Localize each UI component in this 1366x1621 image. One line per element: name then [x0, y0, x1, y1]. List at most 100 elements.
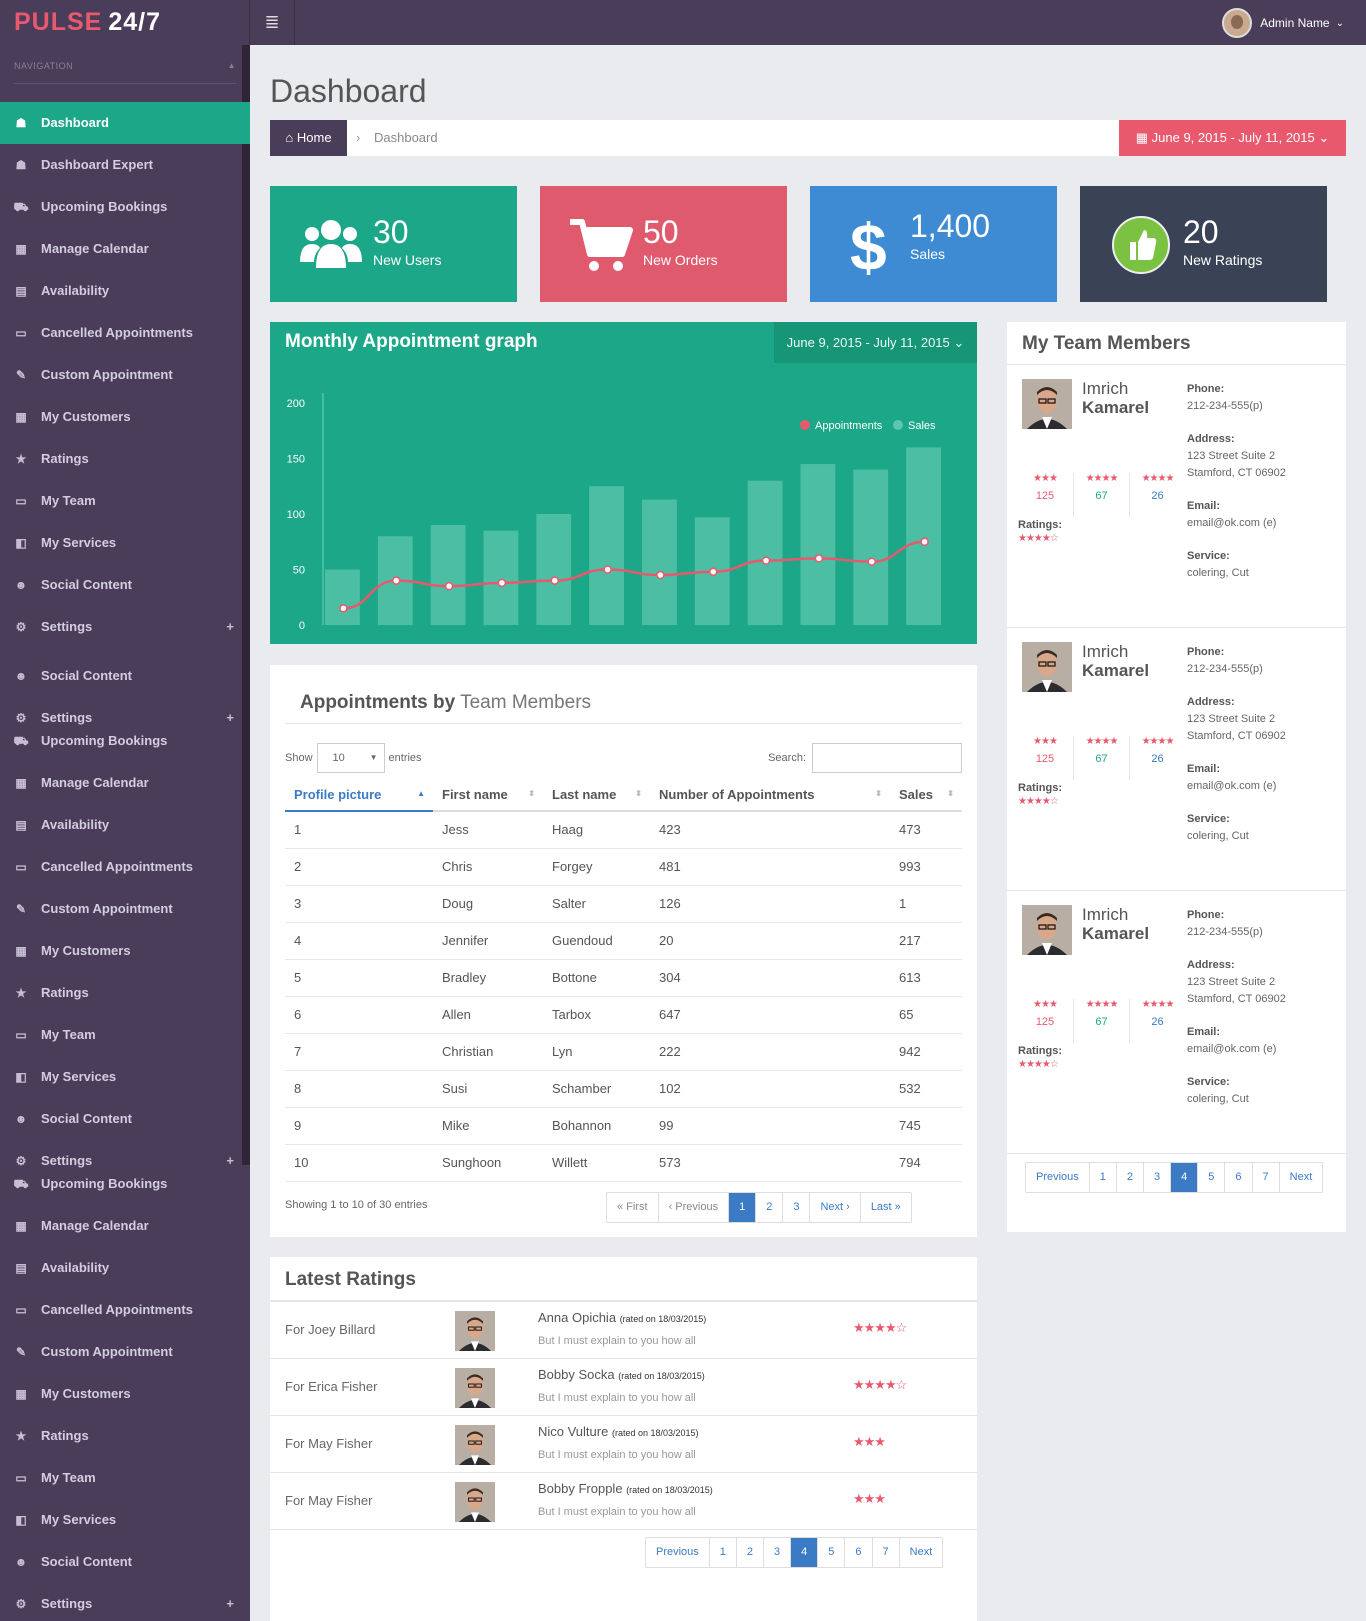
column-header-sales[interactable]: Sales ⬍ [890, 779, 962, 812]
point-appointments-sep[interactable] [761, 556, 771, 565]
sidebar-item-custom-appointment[interactable]: ✎ Custom Appointment [0, 354, 250, 396]
sidebar-item-ratings[interactable]: ★ Ratings [0, 438, 250, 480]
breadcrumb-home[interactable]: ⌂ Home [270, 120, 347, 156]
sidebar-item-upcoming-bookings[interactable]: ⛟ Upcoming Bookings [0, 720, 250, 762]
table-row[interactable]: 6 Allen Tarbox 647 65 [285, 996, 962, 1034]
page-link[interactable]: 6 [1224, 1163, 1251, 1192]
stat-card-new-ratings[interactable]: 20 New Ratings [1080, 186, 1327, 302]
plus-icon[interactable]: + [226, 1596, 234, 1611]
sidebar-item-settings[interactable]: ⚙ Settings + [0, 1140, 250, 1168]
chevron-up-icon[interactable]: ▲ [227, 61, 236, 70]
point-appointments-dec[interactable] [920, 537, 929, 546]
scrollbar[interactable] [242, 45, 250, 1165]
page-link[interactable]: ‹ Previous [657, 1193, 729, 1222]
sidebar-item-manage-calendar[interactable]: ▦ Manage Calendar [0, 762, 250, 804]
sidebar-item-cancelled-appointments[interactable]: ▭ Cancelled Appointments [0, 1289, 250, 1331]
page-link[interactable]: 3 [1143, 1163, 1170, 1192]
user-menu[interactable]: Admin Name ⌄ [1222, 8, 1344, 38]
sidebar-item-manage-calendar[interactable]: ▦ Manage Calendar [0, 1205, 250, 1247]
table-row[interactable]: 4 Jennifer Guendoud 20 217 [285, 922, 962, 960]
sidebar-item-my-customers[interactable]: ▦ My Customers [0, 396, 250, 438]
sidebar-item-dashboard[interactable]: ☗ Dashboard [0, 102, 250, 144]
table-row[interactable]: 1 Jess Haag 423 473 [285, 811, 962, 849]
sidebar-item-upcoming-bookings[interactable]: ⛟ Upcoming Bookings [0, 1163, 250, 1205]
search-input[interactable] [812, 743, 962, 773]
table-row[interactable]: 2 Chris Forgey 481 993 [285, 848, 962, 886]
sidebar-item-my-services[interactable]: ◧ My Services [0, 1056, 250, 1098]
page-link[interactable]: Previous [656, 1546, 699, 1558]
stat-card-sales[interactable]: $1,400 Sales [810, 186, 1057, 302]
member-name[interactable]: Imrich Kamarel [1082, 642, 1150, 680]
chart-date-dropdown[interactable]: June 9, 2015 - July 11, 2015 ⌄ [774, 322, 977, 363]
sidebar-item-custom-appointment[interactable]: ✎ Custom Appointment [0, 888, 250, 930]
sidebar-item-my-team[interactable]: ▭ My Team [0, 1457, 250, 1499]
point-appointments-may[interactable] [550, 576, 559, 585]
page-link[interactable]: 1 [728, 1193, 756, 1222]
sidebar-item-my-services[interactable]: ◧ My Services [0, 1499, 250, 1541]
list-item[interactable]: For May Fisher Nico Vulture (rated on 18/… [270, 1416, 977, 1473]
sidebar-item-manage-calendar[interactable]: ▦ Manage Calendar [0, 228, 250, 270]
page-link[interactable]: Next › [809, 1193, 859, 1222]
column-header-last-name[interactable]: Last name ⬍ [543, 779, 650, 812]
sidebar-item-my-customers[interactable]: ▦ My Customers [0, 930, 250, 972]
column-header-first-name[interactable]: First name ⬍ [433, 779, 543, 812]
table-row[interactable]: 3 Doug Salter 126 1 [285, 885, 962, 923]
sidebar-item-dashboard-expert[interactable]: ☗ Dashboard Expert [0, 144, 250, 186]
member-name[interactable]: Imrich Kamarel [1082, 379, 1150, 417]
page-link[interactable]: 7 [1251, 1163, 1279, 1192]
page-link[interactable]: 2 [755, 1193, 782, 1222]
page-link[interactable]: 5 [817, 1538, 844, 1567]
page-link[interactable]: « First [617, 1201, 648, 1213]
page-link[interactable]: Next [898, 1538, 943, 1567]
menu-toggle-icon[interactable]: ≣ [249, 0, 295, 45]
column-header-number-of-appointments[interactable]: Number of Appointments ⬍ [650, 779, 890, 812]
plus-icon[interactable]: + [226, 710, 234, 725]
page-link[interactable]: 5 [1197, 1163, 1224, 1192]
member-name[interactable]: Imrich Kamarel [1082, 905, 1150, 943]
point-appointments-mar[interactable] [444, 581, 454, 591]
sidebar-item-social-content[interactable]: ☻ Social Content [0, 1098, 250, 1140]
date-range-picker[interactable]: ▦ June 9, 2015 - July 11, 2015 ⌄ [1119, 120, 1346, 156]
page-link[interactable]: Previous [1036, 1171, 1079, 1183]
logo[interactable]: PULSE 24/7 [14, 8, 161, 37]
page-link[interactable]: 4 [1170, 1163, 1198, 1192]
stat-card-new-users[interactable]: 30 New Users [270, 186, 517, 302]
sidebar-item-social-content[interactable]: ☻ Social Content [0, 655, 250, 697]
page-link[interactable]: 6 [844, 1538, 871, 1567]
page-link[interactable]: 1 [708, 1538, 736, 1567]
sidebar-item-my-customers[interactable]: ▦ My Customers [0, 1373, 250, 1415]
page-link[interactable]: 7 [871, 1538, 899, 1567]
page-link[interactable]: Next [1278, 1163, 1323, 1192]
table-row[interactable]: 10 Sunghoon Willett 573 794 [285, 1144, 962, 1182]
table-row[interactable]: 9 Mike Bohannon 99 745 [285, 1107, 962, 1145]
table-row[interactable]: 8 Susi Schamber 102 532 [285, 1070, 962, 1108]
page-link[interactable]: 1 [1088, 1163, 1116, 1192]
sidebar-item-ratings[interactable]: ★ Ratings [0, 972, 250, 1014]
sidebar-item-custom-appointment[interactable]: ✎ Custom Appointment [0, 1331, 250, 1373]
point-appointments-oct[interactable] [814, 554, 824, 563]
page-link[interactable]: 2 [1115, 1163, 1143, 1192]
sidebar-item-my-team[interactable]: ▭ My Team [0, 1014, 250, 1056]
sidebar-item-availability[interactable]: ▤ Availability [0, 804, 250, 846]
sidebar-item-my-team[interactable]: ▭ My Team [0, 480, 250, 522]
sidebar-item-settings[interactable]: ⚙ Settings + [0, 697, 250, 725]
sidebar-item-my-services[interactable]: ◧ My Services [0, 522, 250, 564]
plus-icon[interactable]: + [226, 619, 234, 634]
sidebar-item-social-content[interactable]: ☻ Social Content [0, 1541, 250, 1583]
sidebar-item-settings[interactable]: ⚙ Settings + [0, 1583, 250, 1621]
table-row[interactable]: 5 Bradley Bottone 304 613 [285, 959, 962, 997]
page-link[interactable]: Last » [859, 1193, 911, 1222]
sidebar-item-social-content[interactable]: ☻ Social Content [0, 564, 250, 606]
sidebar-item-cancelled-appointments[interactable]: ▭ Cancelled Appointments [0, 846, 250, 888]
page-link[interactable]: 3 [763, 1538, 790, 1567]
sidebar-item-ratings[interactable]: ★ Ratings [0, 1415, 250, 1457]
sidebar-item-cancelled-appointments[interactable]: ▭ Cancelled Appointments [0, 312, 250, 354]
list-item[interactable]: For Erica Fisher Bobby Socka (rated on 18… [270, 1359, 977, 1416]
column-header-profile-picture[interactable]: Profile picture ▲ [285, 779, 433, 812]
sidebar-item-settings[interactable]: ⚙ Settings + [0, 606, 250, 648]
point-appointments-aug[interactable] [709, 567, 718, 576]
point-appointments-apr[interactable] [497, 578, 507, 588]
sidebar-item-availability[interactable]: ▤ Availability [0, 270, 250, 312]
stat-card-new-orders[interactable]: 50 New Orders [540, 186, 787, 302]
page-link[interactable]: 3 [782, 1193, 809, 1222]
